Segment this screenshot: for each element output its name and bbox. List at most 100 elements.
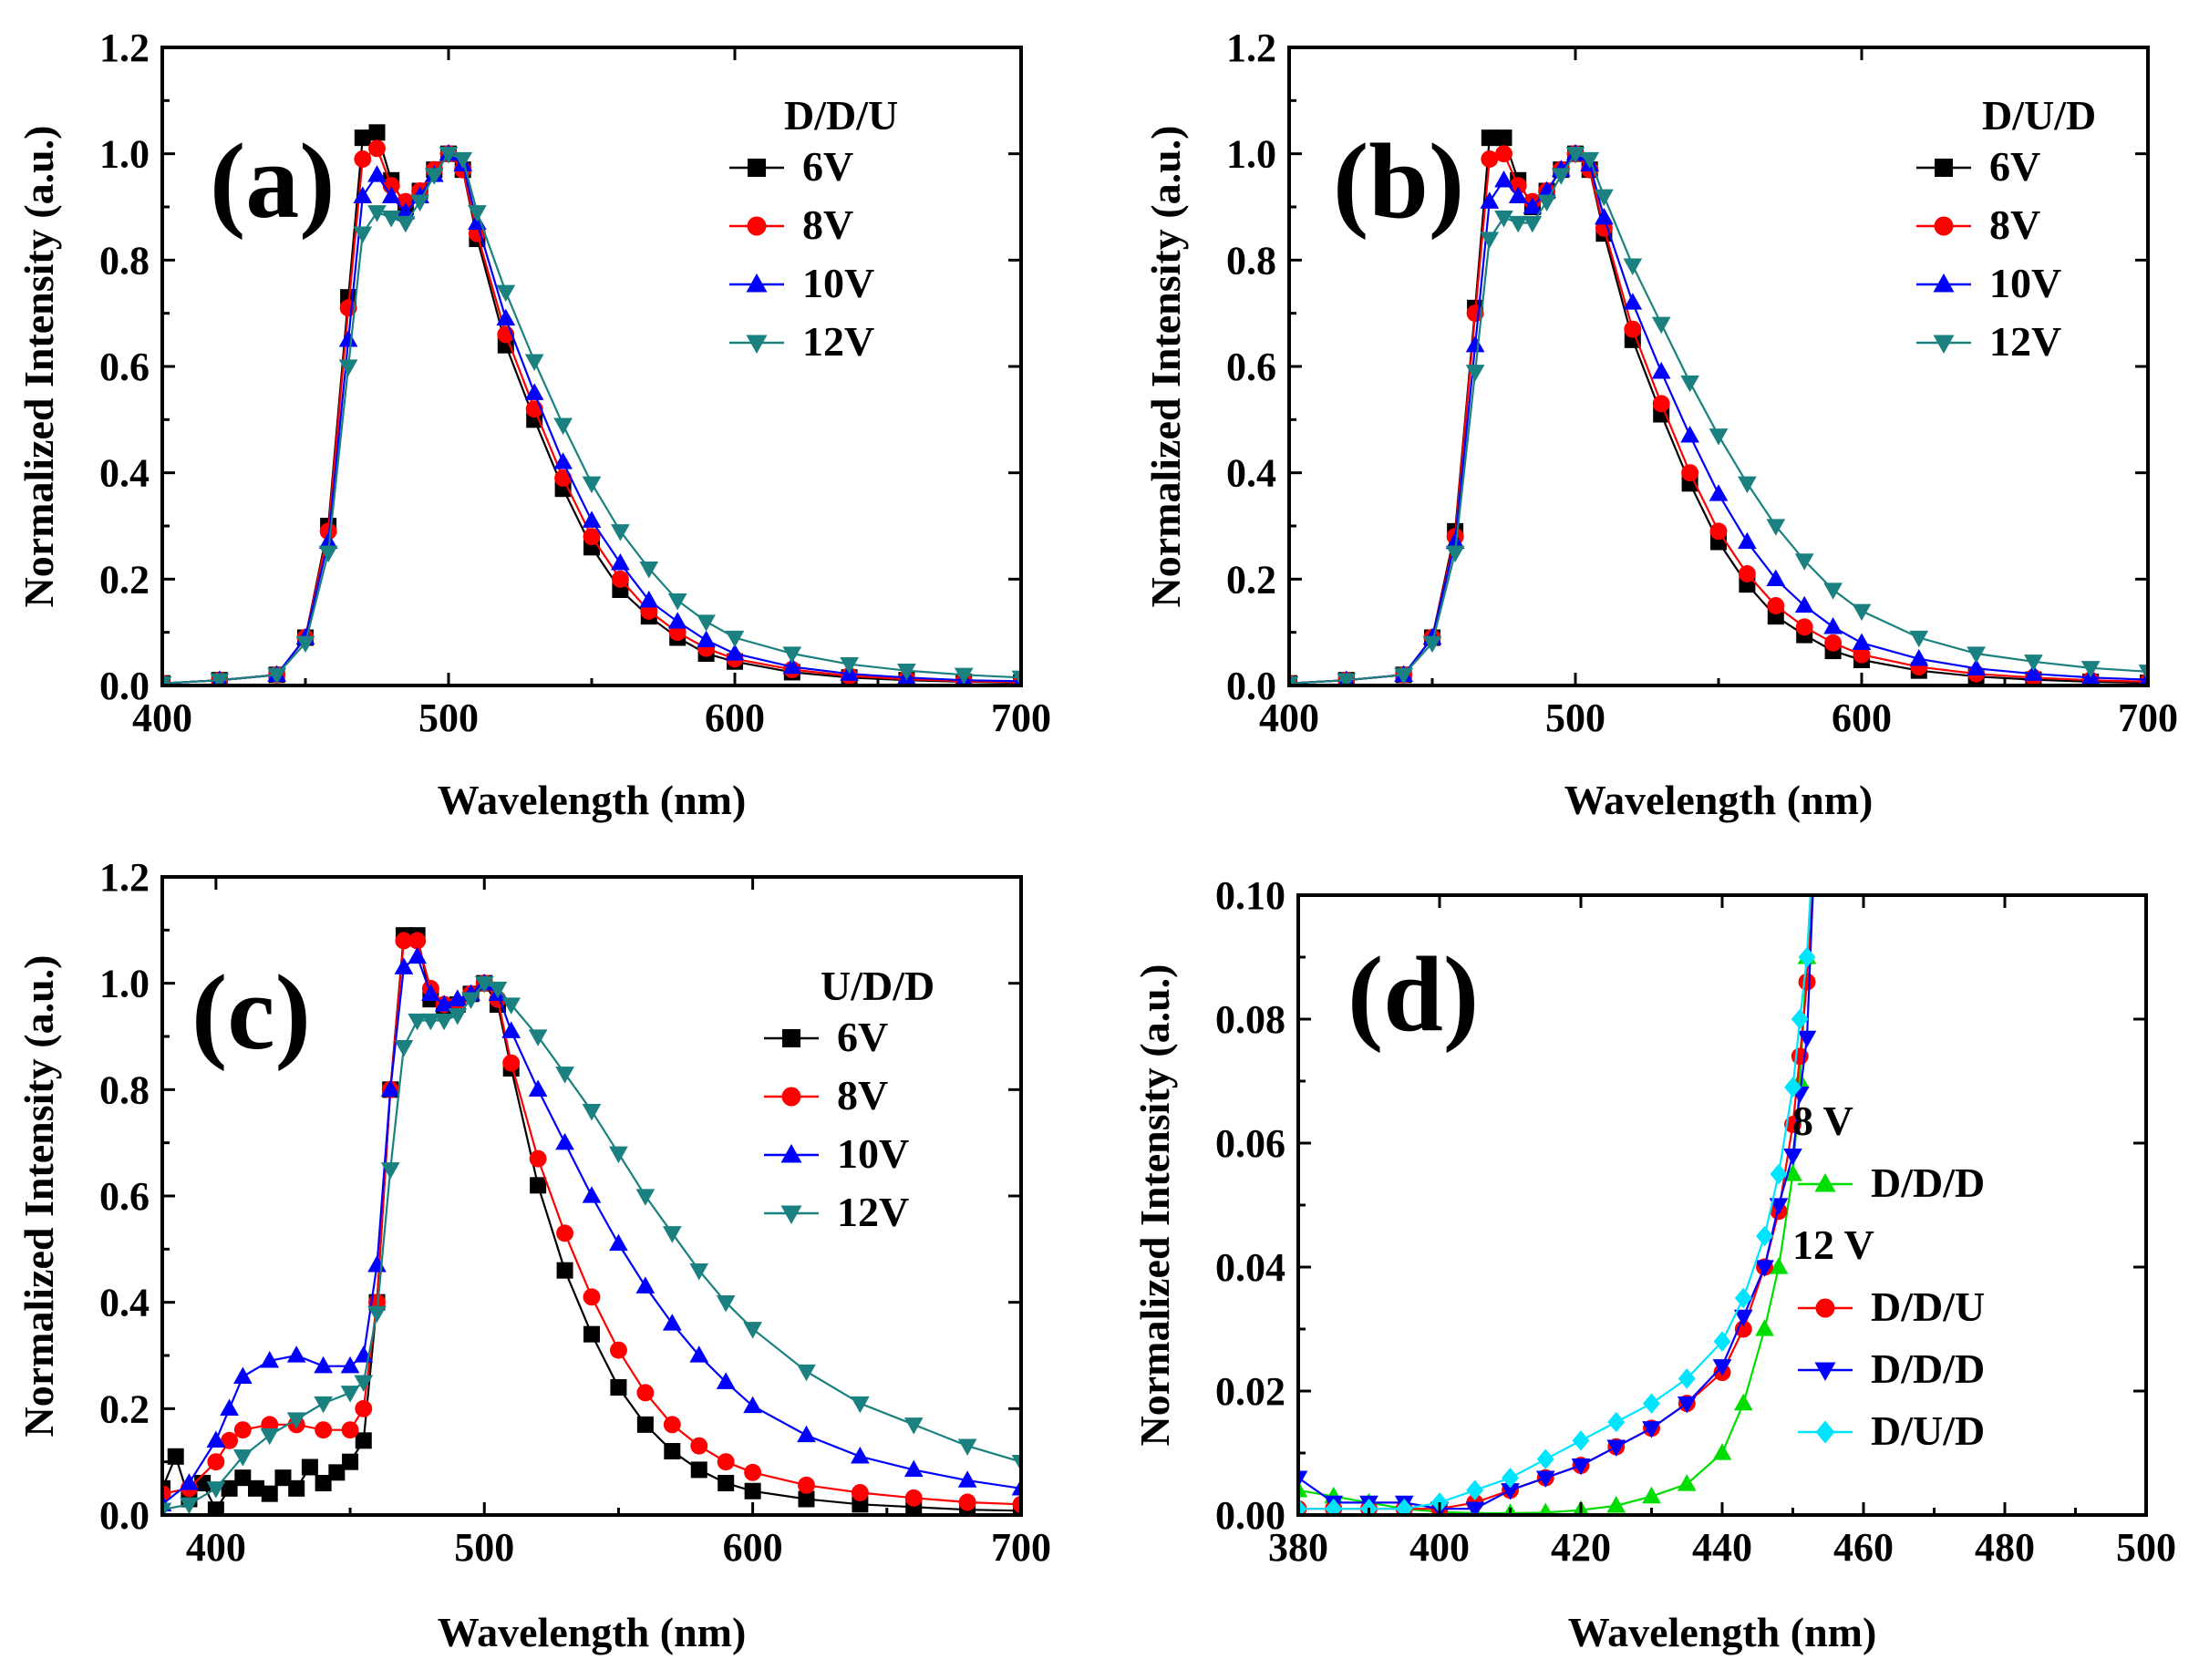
y-tick-label: 0.04 xyxy=(1215,1245,1285,1290)
x-tick-label: 380 xyxy=(1268,1525,1328,1570)
panel-c-legend-entry: 8V xyxy=(764,1072,888,1118)
data-point xyxy=(716,1372,736,1389)
data-point xyxy=(318,531,338,550)
data-point xyxy=(1360,1498,1378,1515)
legend-label: 8V xyxy=(837,1072,888,1118)
data-point xyxy=(1712,1359,1732,1376)
x-tick-label: 460 xyxy=(1833,1525,1894,1570)
data-point xyxy=(840,657,859,675)
y-tick-label: 0.4 xyxy=(99,1281,150,1325)
legend-marker xyxy=(746,273,768,293)
data-point xyxy=(743,1396,762,1414)
data-point xyxy=(1607,1411,1626,1433)
data-point xyxy=(717,1453,735,1471)
data-point xyxy=(1501,1483,1520,1500)
data-point xyxy=(782,656,802,675)
data-point xyxy=(448,989,468,1006)
data-point xyxy=(340,1355,360,1374)
data-point xyxy=(555,1132,574,1150)
data-point xyxy=(1709,428,1729,446)
data-point xyxy=(1011,670,1021,685)
data-point xyxy=(274,1469,292,1487)
legend-label: 10V xyxy=(837,1130,909,1177)
data-point xyxy=(528,1029,548,1046)
data-point xyxy=(662,1314,682,1331)
data-point xyxy=(556,1262,573,1279)
data-point xyxy=(1495,129,1512,147)
data-point xyxy=(904,1489,923,1507)
data-point xyxy=(315,1421,333,1439)
panel-d-legend-entry: D/D/D xyxy=(1798,1160,1985,1206)
data-point xyxy=(1652,395,1670,413)
data-point xyxy=(1766,519,1786,536)
data-point xyxy=(690,1461,707,1479)
series-b-12v xyxy=(1289,147,2148,685)
legend-label: 6V xyxy=(837,1014,888,1060)
data-point xyxy=(639,562,659,579)
panel-a-legend-entry: 10V xyxy=(729,260,874,306)
data-point xyxy=(353,226,373,243)
legend-label: 10V xyxy=(802,260,874,306)
data-point xyxy=(954,667,974,685)
data-point xyxy=(635,1189,656,1206)
y-tick-label: 0.6 xyxy=(1226,345,1276,389)
data-point xyxy=(1680,426,1699,443)
x-tick-label: 500 xyxy=(1545,696,1605,740)
x-tick-label: 400 xyxy=(132,696,192,740)
legend-marker xyxy=(746,335,768,354)
data-point xyxy=(697,630,716,648)
panel-a-series xyxy=(162,124,1021,685)
data-point xyxy=(496,308,516,326)
data-point xyxy=(1445,531,1465,550)
legend-label: 12V xyxy=(802,318,874,365)
data-point xyxy=(421,1013,440,1031)
data-point xyxy=(1738,565,1756,582)
data-point xyxy=(1709,484,1729,501)
data-point xyxy=(1713,1331,1731,1352)
data-point xyxy=(1538,1502,1553,1515)
data-point xyxy=(474,976,494,994)
data-point xyxy=(1494,170,1513,188)
data-point xyxy=(162,676,172,685)
data-point xyxy=(798,1490,815,1508)
data-point xyxy=(664,1443,681,1459)
legend-label: D/D/D xyxy=(1871,1345,1985,1392)
panel-c-y-ticks: 0.0 0.2 0.4 0.6 0.8 1.0 1.2 xyxy=(99,855,1021,1538)
data-point xyxy=(2080,661,2101,678)
data-point xyxy=(395,932,413,950)
x-tick-label: 700 xyxy=(2118,696,2178,740)
data-point xyxy=(1494,211,1513,228)
y-tick-label: 1.2 xyxy=(99,26,150,70)
data-point xyxy=(394,957,414,974)
legend-marker xyxy=(780,1205,802,1224)
panel-c-legend-entry: 12V xyxy=(764,1189,909,1235)
x-tick-label: 600 xyxy=(1832,696,1892,740)
panel-b-y-ticks: 0.0 0.2 0.4 0.6 0.8 1.0 1.2 xyxy=(1226,26,2148,708)
data-point xyxy=(434,1013,454,1031)
data-point xyxy=(744,1463,762,1481)
panel-d-legend: 8 V D/D/D 12 V D/D/U D/D/D D/U/D xyxy=(1792,1098,1985,1454)
data-point xyxy=(1481,150,1499,168)
data-point xyxy=(2138,665,2148,682)
panel-d-legend-entry: D/D/D xyxy=(1798,1345,1985,1392)
panel-a-legend-entry: 12V xyxy=(729,318,874,365)
data-point xyxy=(448,1008,468,1026)
data-point xyxy=(206,1430,226,1448)
data-point xyxy=(261,1485,278,1502)
data-point xyxy=(582,510,602,528)
data-point xyxy=(718,1475,735,1491)
legend-marker xyxy=(781,1087,801,1107)
data-point xyxy=(583,1325,600,1343)
data-point xyxy=(1678,1368,1696,1389)
panel-b-x-axis-title: Wavelength (nm) xyxy=(1564,777,1874,823)
data-point xyxy=(1791,1008,1809,1030)
data-point xyxy=(180,1473,199,1490)
data-point xyxy=(314,1355,333,1374)
data-point xyxy=(851,1396,870,1414)
legend-marker xyxy=(780,1144,802,1163)
data-point xyxy=(1481,129,1498,147)
data-point xyxy=(1523,215,1543,233)
data-point xyxy=(1337,673,1357,685)
data-point xyxy=(380,1162,400,1180)
data-point xyxy=(1495,145,1512,163)
